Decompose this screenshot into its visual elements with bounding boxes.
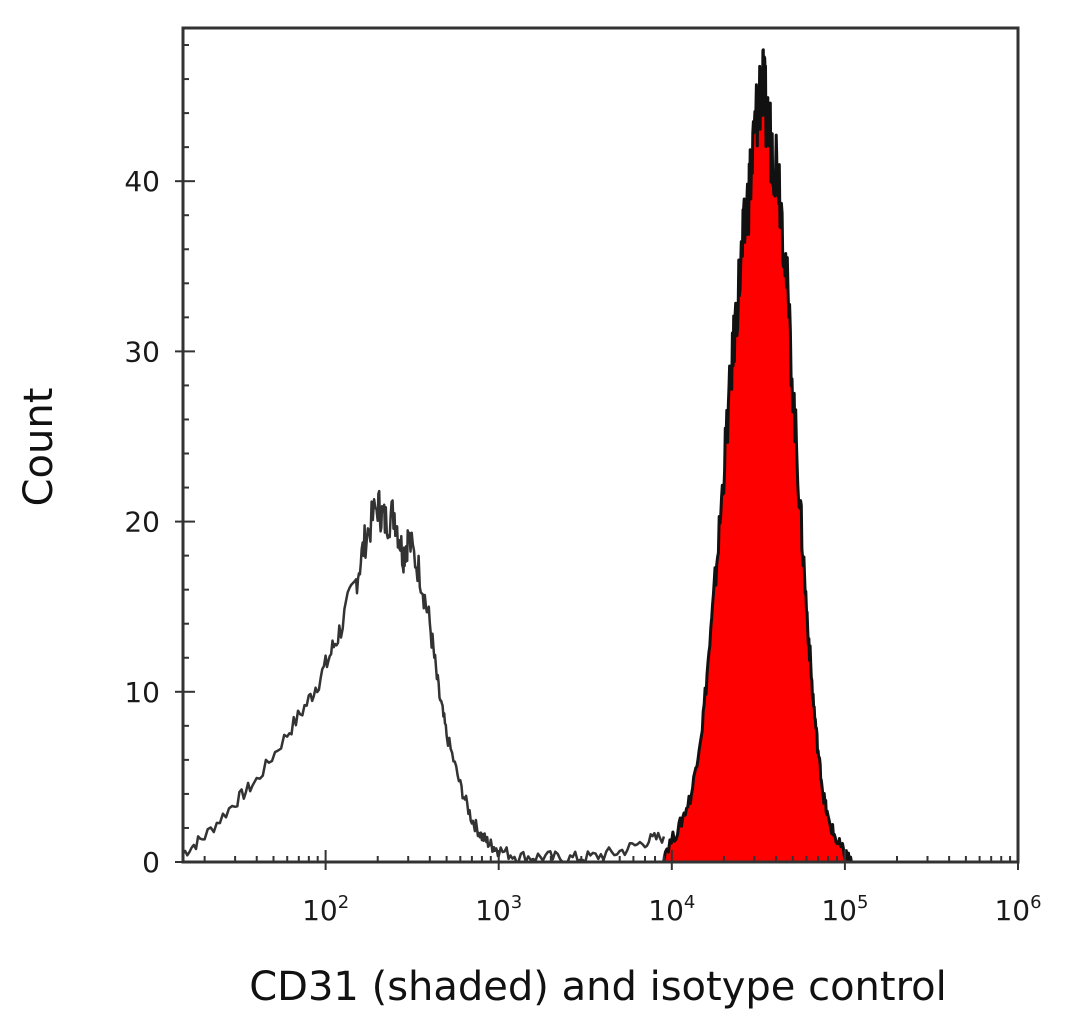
y-tick-label: 10 xyxy=(124,676,160,709)
y-tick-label: 30 xyxy=(124,335,160,368)
x-axis-ticks: 102 103 104 105 106 xyxy=(302,862,1042,927)
y-tick-label: 20 xyxy=(124,506,160,539)
x-tick-label: 104 xyxy=(648,892,695,927)
y-axis-ticks: 0 10 20 30 40 xyxy=(124,165,183,879)
y-tick-label: 40 xyxy=(124,165,160,198)
x-tick-label: 106 xyxy=(994,892,1041,927)
y-tick-label: 0 xyxy=(142,846,160,879)
x-tick-label: 103 xyxy=(475,892,522,927)
x-tick-label: 102 xyxy=(302,892,349,927)
minor-ticks xyxy=(183,44,1012,863)
x-tick-label: 105 xyxy=(821,892,868,927)
series-filled-area xyxy=(662,48,854,864)
plot-frame xyxy=(181,26,1020,864)
y-axis-title: Count xyxy=(16,388,62,507)
x-axis-title: CD31 (shaded) and isotype control xyxy=(249,964,946,1010)
